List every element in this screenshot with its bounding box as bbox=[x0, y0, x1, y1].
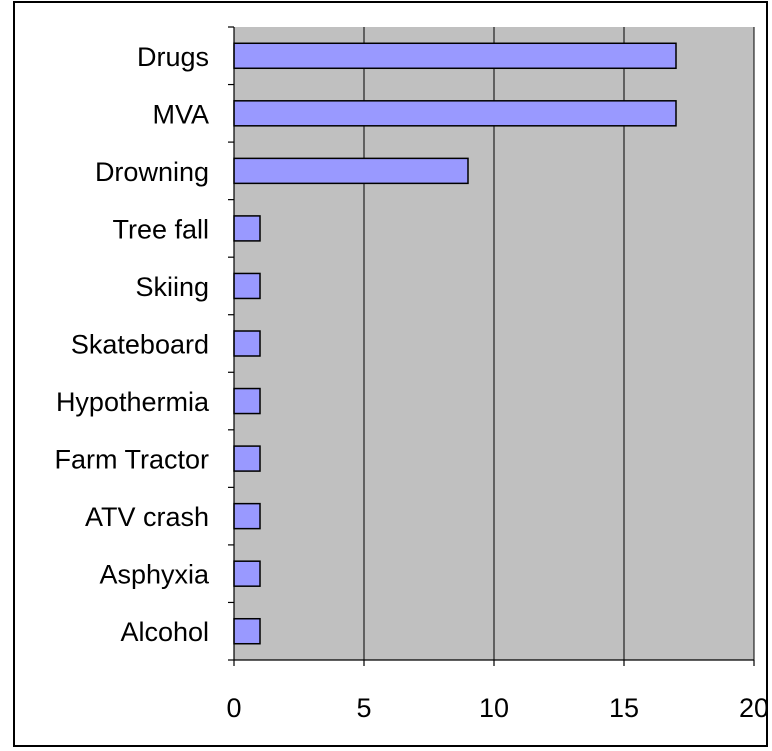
bar bbox=[233, 330, 261, 357]
bar bbox=[233, 617, 261, 645]
axes bbox=[228, 26, 755, 666]
category-label: MVA bbox=[152, 99, 209, 129]
bar bbox=[233, 272, 261, 300]
x-tick-label: 15 bbox=[609, 693, 639, 723]
bars bbox=[233, 42, 677, 645]
bar bbox=[233, 157, 469, 185]
x-tick-label: 10 bbox=[479, 693, 509, 723]
category-labels: Drugs MVA Drowning Tree fall Skiing Skateboar… bbox=[54, 42, 209, 647]
x-tick-label: 20 bbox=[739, 693, 769, 723]
x-tick-label: 0 bbox=[226, 693, 241, 723]
category-label: Skiing bbox=[135, 272, 209, 302]
bar bbox=[233, 387, 261, 415]
bar bbox=[233, 445, 261, 472]
category-label: Alcohol bbox=[120, 617, 209, 647]
category-label: Farm Tractor bbox=[54, 445, 209, 475]
bar bbox=[233, 100, 677, 127]
category-label: Asphyxia bbox=[99, 560, 210, 590]
category-label: Hypothermia bbox=[56, 387, 210, 417]
category-label: Skateboard bbox=[71, 330, 209, 360]
category-label: Drugs bbox=[137, 42, 209, 72]
x-tick-labels: 0 5 10 15 20 bbox=[226, 693, 769, 723]
category-label: Drowning bbox=[95, 157, 209, 187]
bar bbox=[233, 42, 677, 70]
category-label: Tree fall bbox=[112, 214, 209, 244]
x-tick-label: 5 bbox=[356, 693, 371, 723]
gridlines bbox=[363, 27, 755, 660]
bar bbox=[233, 502, 261, 530]
bar bbox=[233, 215, 261, 242]
category-label: ATV crash bbox=[85, 502, 209, 532]
bar bbox=[233, 560, 261, 587]
